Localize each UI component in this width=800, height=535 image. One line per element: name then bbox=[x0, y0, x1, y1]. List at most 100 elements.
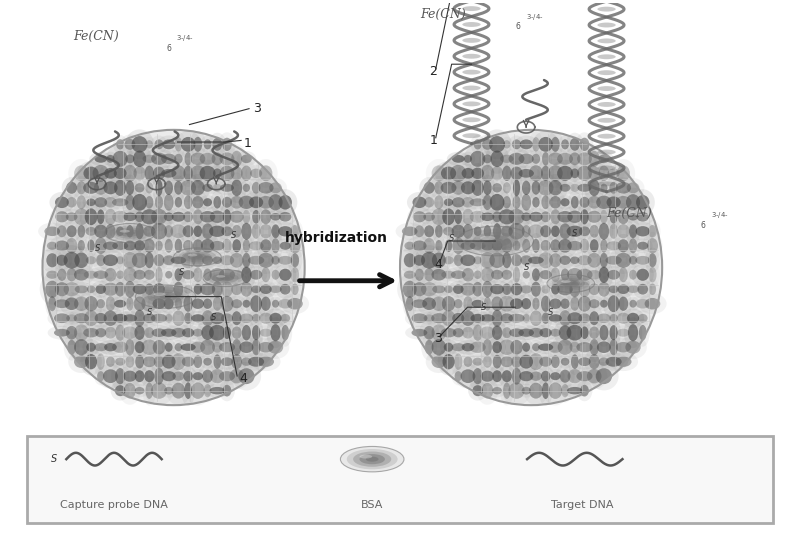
Ellipse shape bbox=[446, 219, 470, 243]
Ellipse shape bbox=[94, 271, 108, 279]
Ellipse shape bbox=[523, 159, 549, 188]
Ellipse shape bbox=[153, 166, 165, 180]
Ellipse shape bbox=[522, 212, 531, 221]
Ellipse shape bbox=[562, 139, 569, 149]
Ellipse shape bbox=[606, 218, 622, 245]
Ellipse shape bbox=[454, 254, 463, 266]
Ellipse shape bbox=[532, 197, 540, 208]
Ellipse shape bbox=[232, 311, 242, 325]
Ellipse shape bbox=[466, 173, 489, 202]
Ellipse shape bbox=[624, 317, 642, 348]
Ellipse shape bbox=[198, 217, 218, 246]
Ellipse shape bbox=[610, 210, 618, 224]
Ellipse shape bbox=[632, 208, 654, 225]
Ellipse shape bbox=[94, 197, 107, 208]
Ellipse shape bbox=[202, 256, 213, 265]
Ellipse shape bbox=[578, 314, 590, 323]
Ellipse shape bbox=[550, 148, 579, 170]
Ellipse shape bbox=[271, 270, 279, 280]
Ellipse shape bbox=[590, 190, 618, 215]
Ellipse shape bbox=[591, 337, 617, 357]
Ellipse shape bbox=[242, 210, 250, 224]
Ellipse shape bbox=[254, 308, 278, 328]
Ellipse shape bbox=[114, 167, 126, 179]
Ellipse shape bbox=[148, 161, 170, 186]
Ellipse shape bbox=[602, 165, 625, 182]
Ellipse shape bbox=[597, 314, 611, 323]
Ellipse shape bbox=[470, 135, 485, 154]
Ellipse shape bbox=[151, 314, 167, 323]
Ellipse shape bbox=[119, 236, 141, 255]
Ellipse shape bbox=[207, 271, 243, 285]
Ellipse shape bbox=[153, 283, 165, 295]
Ellipse shape bbox=[451, 203, 465, 230]
Ellipse shape bbox=[421, 282, 437, 296]
Ellipse shape bbox=[254, 159, 278, 188]
Ellipse shape bbox=[409, 250, 430, 270]
Ellipse shape bbox=[112, 211, 128, 223]
Ellipse shape bbox=[574, 310, 595, 327]
Ellipse shape bbox=[164, 387, 174, 394]
Ellipse shape bbox=[126, 195, 134, 210]
Ellipse shape bbox=[145, 376, 174, 406]
Ellipse shape bbox=[464, 155, 472, 163]
Ellipse shape bbox=[606, 310, 622, 326]
Ellipse shape bbox=[483, 246, 511, 274]
Ellipse shape bbox=[483, 180, 492, 195]
Ellipse shape bbox=[626, 182, 639, 193]
Ellipse shape bbox=[184, 312, 192, 324]
Ellipse shape bbox=[434, 177, 462, 198]
Ellipse shape bbox=[257, 291, 274, 317]
Ellipse shape bbox=[626, 194, 640, 210]
Ellipse shape bbox=[518, 384, 534, 398]
Ellipse shape bbox=[222, 209, 231, 224]
Ellipse shape bbox=[539, 147, 552, 171]
Ellipse shape bbox=[49, 277, 74, 302]
Ellipse shape bbox=[649, 284, 656, 295]
Ellipse shape bbox=[608, 295, 619, 312]
Ellipse shape bbox=[209, 181, 226, 195]
Ellipse shape bbox=[249, 241, 264, 250]
Ellipse shape bbox=[482, 241, 494, 251]
Ellipse shape bbox=[86, 342, 96, 351]
Ellipse shape bbox=[615, 196, 631, 209]
Ellipse shape bbox=[187, 248, 209, 273]
Ellipse shape bbox=[512, 165, 540, 181]
Ellipse shape bbox=[552, 333, 578, 361]
Ellipse shape bbox=[90, 152, 112, 166]
Ellipse shape bbox=[442, 209, 455, 225]
Ellipse shape bbox=[89, 219, 113, 243]
Ellipse shape bbox=[406, 236, 432, 255]
Ellipse shape bbox=[84, 310, 98, 326]
Ellipse shape bbox=[232, 362, 261, 391]
Ellipse shape bbox=[74, 296, 89, 311]
Ellipse shape bbox=[190, 262, 206, 288]
Ellipse shape bbox=[488, 236, 506, 256]
Ellipse shape bbox=[160, 294, 178, 314]
Ellipse shape bbox=[548, 221, 563, 242]
Ellipse shape bbox=[74, 269, 89, 280]
Ellipse shape bbox=[270, 213, 281, 220]
Ellipse shape bbox=[66, 315, 77, 322]
Ellipse shape bbox=[220, 184, 234, 192]
Ellipse shape bbox=[474, 322, 502, 344]
Ellipse shape bbox=[499, 339, 514, 355]
Ellipse shape bbox=[131, 337, 148, 358]
Ellipse shape bbox=[481, 291, 494, 316]
Ellipse shape bbox=[502, 327, 511, 338]
Ellipse shape bbox=[150, 249, 169, 271]
Ellipse shape bbox=[85, 209, 98, 225]
Ellipse shape bbox=[493, 211, 502, 222]
Ellipse shape bbox=[606, 319, 621, 346]
Ellipse shape bbox=[576, 132, 594, 156]
Text: $_6$: $_6$ bbox=[515, 21, 522, 34]
Ellipse shape bbox=[198, 364, 218, 388]
Ellipse shape bbox=[256, 203, 276, 230]
Ellipse shape bbox=[113, 223, 127, 240]
Ellipse shape bbox=[213, 169, 222, 178]
Ellipse shape bbox=[490, 349, 505, 374]
Ellipse shape bbox=[426, 264, 452, 285]
Ellipse shape bbox=[614, 291, 632, 317]
Ellipse shape bbox=[488, 179, 506, 196]
Ellipse shape bbox=[182, 376, 195, 406]
